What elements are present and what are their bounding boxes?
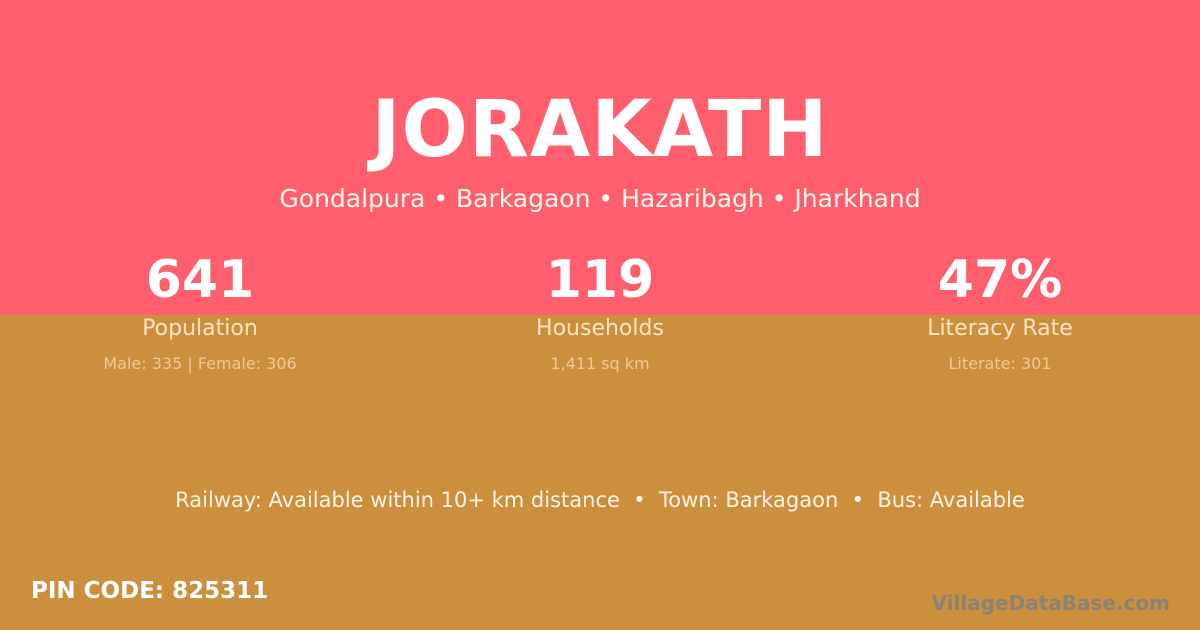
village-name: JORAKATH [371, 85, 829, 175]
stat-value: 47% [937, 250, 1063, 310]
location-breadcrumb: Gondalpura • Barkagaon • Hazaribagh • Jh… [279, 184, 921, 213]
pin-code: PIN CODE: 825311 [31, 578, 269, 604]
stat-detail: Literate: 301 [948, 354, 1052, 373]
details-band [0, 315, 1200, 630]
header-band [0, 0, 1200, 315]
stat-label: Population [142, 316, 258, 341]
stat-detail: 1,411 sq km [550, 354, 650, 373]
connectivity-facts: Railway: Available within 10+ km distanc… [175, 488, 1025, 512]
stat-detail: Male: 335 | Female: 306 [103, 354, 297, 373]
stat-value: 641 [145, 250, 255, 310]
stat-label: Households [536, 316, 664, 341]
brand-watermark: VillageDataBase.com [931, 591, 1170, 615]
stat-label: Literacy Rate [927, 316, 1073, 341]
stat-value: 119 [545, 250, 655, 310]
